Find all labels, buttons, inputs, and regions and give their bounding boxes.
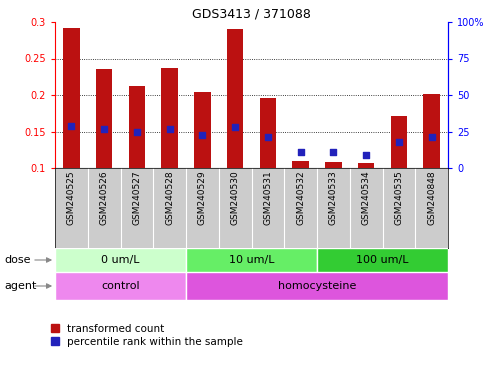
Bar: [96, 69, 113, 168]
Bar: [260, 98, 276, 168]
Text: 100 um/L: 100 um/L: [356, 255, 409, 265]
Point: [329, 149, 337, 155]
Point: [166, 126, 173, 132]
Text: GSM240534: GSM240534: [362, 170, 370, 225]
Text: GSM240535: GSM240535: [395, 170, 403, 225]
Point: [231, 124, 239, 130]
Point: [100, 126, 108, 132]
Bar: [292, 161, 309, 168]
Bar: [63, 28, 80, 168]
Text: GSM240530: GSM240530: [230, 170, 240, 225]
Text: GSM240525: GSM240525: [67, 170, 76, 225]
Text: GSM240526: GSM240526: [99, 170, 109, 225]
Point: [199, 132, 206, 138]
Bar: [194, 92, 211, 168]
Bar: [325, 162, 341, 168]
Text: agent: agent: [5, 281, 37, 291]
Text: control: control: [101, 281, 140, 291]
Bar: [186, 272, 448, 300]
Point: [362, 152, 370, 158]
Text: GSM240528: GSM240528: [165, 170, 174, 225]
Point: [395, 139, 403, 146]
Text: 0 um/L: 0 um/L: [101, 255, 140, 265]
Bar: [424, 94, 440, 168]
Text: GSM240533: GSM240533: [329, 170, 338, 225]
Bar: [186, 248, 317, 272]
Point: [428, 134, 436, 140]
Title: GDS3413 / 371088: GDS3413 / 371088: [192, 8, 311, 21]
Text: dose: dose: [5, 255, 31, 265]
Bar: [128, 86, 145, 168]
Text: GSM240527: GSM240527: [132, 170, 142, 225]
Text: homocysteine: homocysteine: [278, 281, 356, 291]
Bar: [161, 68, 178, 168]
Text: GSM240532: GSM240532: [296, 170, 305, 225]
Bar: [55, 272, 186, 300]
Point: [68, 123, 75, 129]
Text: GSM240529: GSM240529: [198, 170, 207, 225]
Text: GSM240531: GSM240531: [263, 170, 272, 225]
Bar: [317, 248, 448, 272]
Point: [133, 129, 141, 135]
Bar: [227, 28, 243, 168]
Text: 10 um/L: 10 um/L: [229, 255, 274, 265]
Legend: transformed count, percentile rank within the sample: transformed count, percentile rank withi…: [51, 324, 243, 347]
Point: [264, 134, 272, 140]
Text: GSM240848: GSM240848: [427, 170, 436, 225]
Bar: [358, 163, 374, 168]
Bar: [55, 248, 186, 272]
Point: [297, 149, 304, 155]
Bar: [391, 116, 407, 168]
